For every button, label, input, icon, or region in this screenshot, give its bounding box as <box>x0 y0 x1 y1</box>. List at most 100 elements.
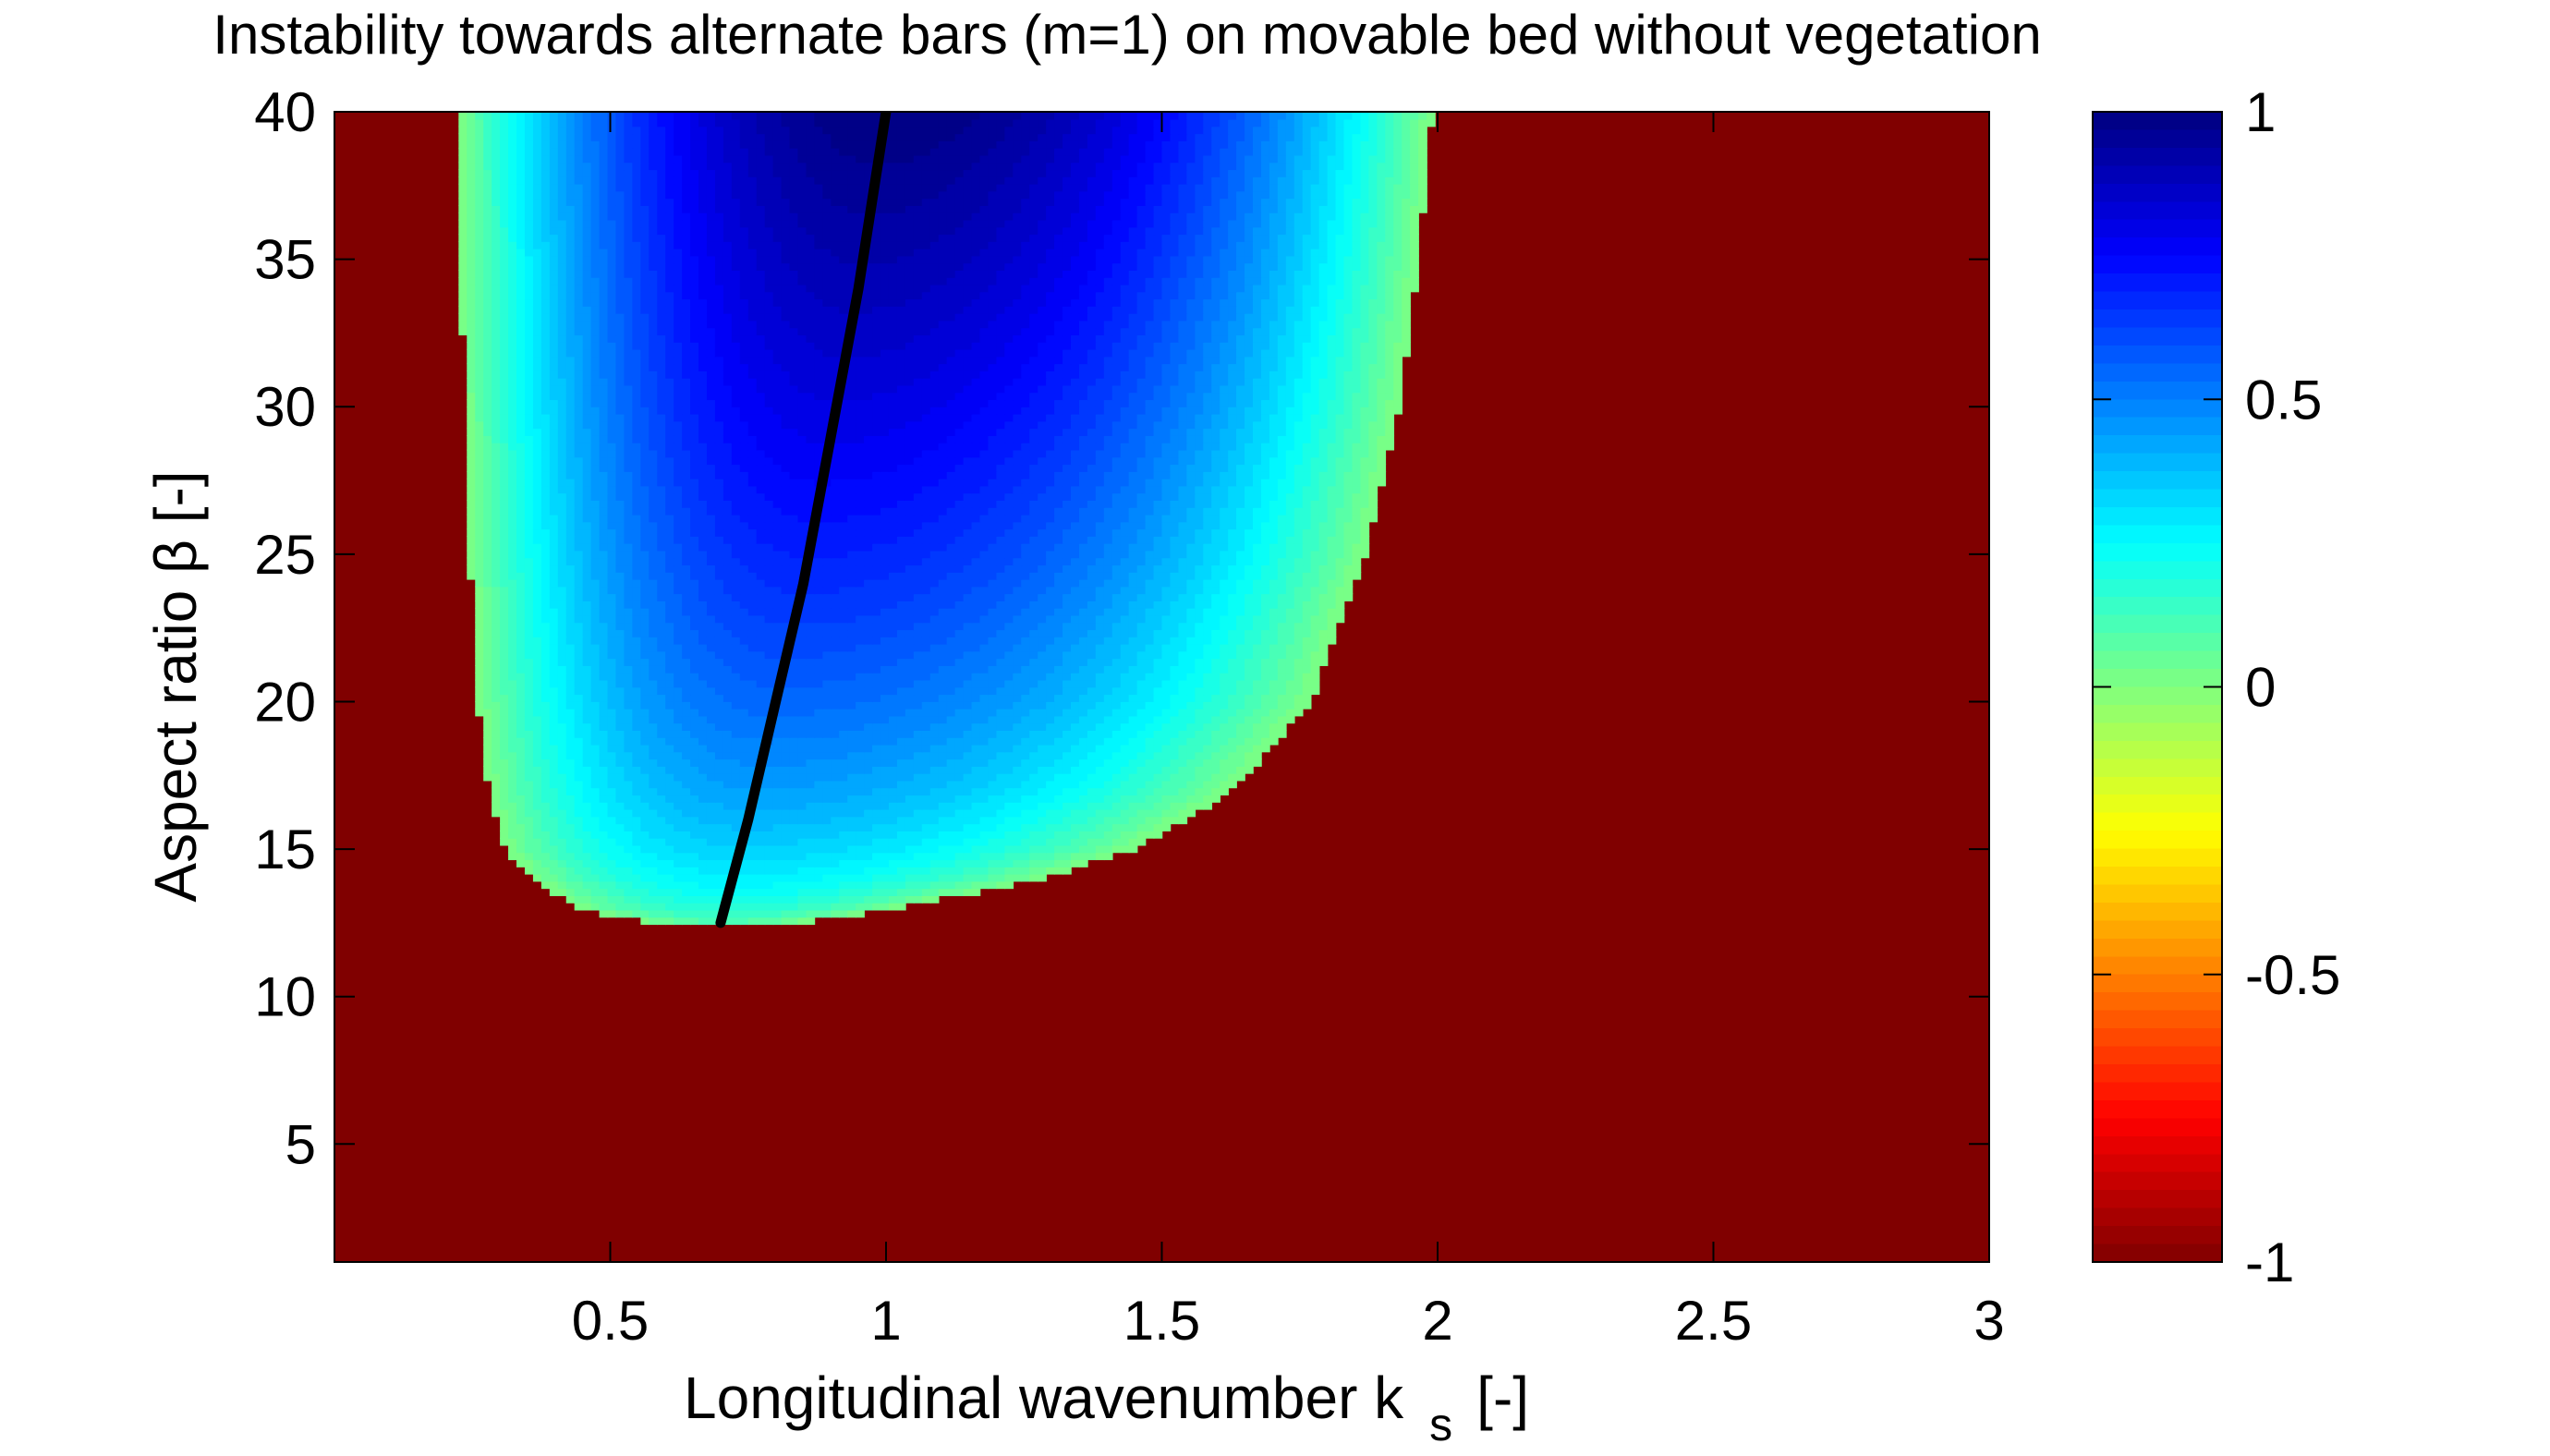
heat-cell-1758 <box>739 744 749 753</box>
heat-cell-4582 <box>1161 550 1172 559</box>
heat-cell-2794 <box>1120 672 1130 681</box>
heat-cell-782 <box>756 823 766 831</box>
heat-cell-560 <box>864 844 873 854</box>
heat-cell-1089 <box>508 795 517 803</box>
heat-cell-3369 <box>772 629 783 637</box>
heat-cell-4226 <box>896 572 906 580</box>
heat-cell-1224 <box>896 787 906 796</box>
heat-cell-2399 <box>1211 701 1220 710</box>
heat-cell-2828 <box>557 665 567 673</box>
heat-cell-1169 <box>1170 795 1180 803</box>
heat-cell-4283 <box>475 564 484 573</box>
heat-cell-4895 <box>1046 528 1055 537</box>
heat-cell-4509 <box>557 550 567 559</box>
heat-cell-3469 <box>739 622 749 631</box>
heat-cell-4555 <box>938 550 948 559</box>
heat-cell-2697 <box>1161 679 1172 688</box>
heat-cell-751 <box>500 823 509 831</box>
heat-cell-3081 <box>954 650 965 660</box>
heat-cell-1640 <box>540 751 551 760</box>
heat-cell-1815 <box>1211 744 1220 753</box>
heat-cell-3506 <box>1046 622 1055 631</box>
heat-cell-191 <box>549 880 559 890</box>
heat-cell-3815 <box>1004 601 1014 609</box>
heat-cell-3596 <box>929 614 940 624</box>
heat-cell-122 <box>806 895 816 904</box>
heat-cell-739 <box>1062 831 1072 839</box>
heat-cell-1047 <box>880 802 890 810</box>
heat-cell-1872 <box>896 736 906 746</box>
heat-cell-2056 <box>822 722 832 731</box>
heat-cell-404 <box>756 859 766 868</box>
heat-cell-3138 <box>574 643 584 652</box>
heat-cell-3578 <box>781 614 791 624</box>
heat-cell-3312 <box>1161 637 1172 645</box>
heat-cell-1745 <box>632 744 642 753</box>
heat-cell-3717 <box>1062 607 1072 616</box>
heat-cell-3139 <box>582 643 592 652</box>
heat-cell-292 <box>905 873 915 882</box>
heat-cell-2557 <box>847 686 856 696</box>
heat-cell-500 <box>971 852 981 861</box>
heat-cell-1005 <box>532 802 542 810</box>
heat-cell-311 <box>540 867 551 875</box>
heat-cell-3720 <box>1087 607 1097 616</box>
heat-cell-3014 <box>1253 658 1262 666</box>
heat-cell-1751 <box>682 744 691 753</box>
heat-cell-3996 <box>756 586 766 595</box>
heat-cell-2881 <box>996 665 1006 673</box>
heat-cell-613 <box>665 837 674 846</box>
heat-cell-2367 <box>946 701 956 710</box>
heat-cell-501 <box>979 852 990 861</box>
heat-cell-2769 <box>913 672 923 681</box>
heat-cell-1300 <box>789 780 799 789</box>
heat-cell-1908 <box>1195 736 1205 746</box>
heat-cell-3899 <box>831 593 841 601</box>
heat-cell-1755 <box>714 744 724 753</box>
heat-cell-3941 <box>1178 593 1188 601</box>
heat-cell-1898 <box>1111 736 1122 746</box>
heat-cell-851 <box>657 816 667 825</box>
heat-cell-4984 <box>880 521 890 530</box>
heat-cell-2923 <box>500 658 509 666</box>
heat-cell-522 <box>549 844 559 854</box>
heat-cell-943 <box>722 808 733 818</box>
heat-cell-2672 <box>954 679 965 688</box>
heat-cell-2857 <box>797 665 808 673</box>
heat-cell-4387 <box>1335 564 1345 573</box>
heat-cell-1704 <box>1070 751 1080 760</box>
heat-cell-4933 <box>1360 528 1370 537</box>
heat-cell-879 <box>888 816 898 825</box>
heat-cell-3816 <box>1013 601 1023 609</box>
heat-cell-2043 <box>714 722 724 731</box>
heat-cell-3502 <box>1013 622 1023 631</box>
heat-cell-214 <box>739 880 749 890</box>
heat-cell-2635 <box>649 679 659 688</box>
heat-cell-3971 <box>549 586 559 595</box>
heat-cell-3341 <box>540 629 551 637</box>
heat-cell-3935 <box>1128 593 1138 601</box>
heat-cell-2998 <box>1120 658 1130 666</box>
heat-cell-4327 <box>839 564 849 573</box>
heat-cell-3016 <box>1269 658 1279 666</box>
heat-cell-4784 <box>1029 536 1038 544</box>
heat-cell-2075 <box>979 722 990 731</box>
heat-cell-1670 <box>789 751 799 760</box>
heat-cell-696 <box>706 831 716 839</box>
heat-cell-1945 <box>706 730 716 738</box>
heat-cell-2802 <box>1186 672 1196 681</box>
heat-cell-4451 <box>971 557 981 566</box>
heat-cell-1257 <box>1170 787 1180 796</box>
heat-cell-1101 <box>607 795 617 803</box>
heat-cell-2479 <box>1038 694 1047 702</box>
heat-cell-4575 <box>1103 550 1113 559</box>
heat-cell-62 <box>649 902 659 911</box>
heat-cell-817 <box>1046 823 1055 831</box>
heat-cell-3601 <box>971 614 981 624</box>
heat-cell-3378 <box>847 629 856 637</box>
heat-cell-109 <box>698 895 708 904</box>
heat-cell-2570 <box>954 686 965 696</box>
heat-cell-4961 <box>690 521 699 530</box>
heat-cell-636 <box>856 837 865 846</box>
heat-cell-4170 <box>1318 578 1329 588</box>
